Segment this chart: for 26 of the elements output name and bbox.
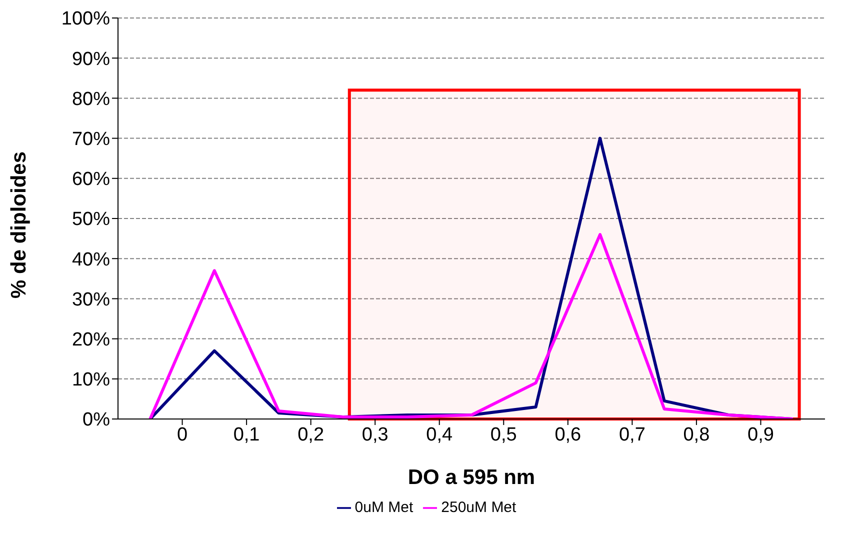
y-axis-title: % de diploides [7, 151, 30, 298]
x-tick-label: 0 [176, 424, 188, 446]
y-tick-label: 60% [72, 169, 110, 190]
y-tick-label: 20% [72, 330, 110, 351]
y-tick-label: 30% [72, 289, 110, 310]
x-tick-label: 0,9 [748, 424, 774, 446]
x-tick-label: 0,6 [554, 424, 582, 446]
x-tick-label: 0,5 [490, 424, 517, 446]
y-tick-label: 70% [72, 129, 110, 150]
x-tick-label: 0,3 [362, 424, 388, 446]
y-tick-label: 90% [72, 48, 110, 70]
legend-label: 0uM Met [354, 499, 414, 516]
y-tick-label: 50% [72, 209, 110, 230]
y-tick-label: 0% [82, 410, 110, 431]
x-tick-label: 0,7 [618, 424, 646, 446]
y-tick-label: 40% [72, 249, 110, 270]
legend-label: 250uM Met [441, 499, 516, 516]
line-series [148, 233, 794, 419]
x-tick-label: 0,4 [426, 424, 453, 446]
x-tick-label: 0,2 [298, 424, 324, 446]
y-tick-label: 100% [61, 8, 110, 30]
x-tick-label: 0,8 [683, 424, 710, 446]
x-tick-label: 0,1 [233, 424, 260, 446]
y-tick-label: 10% [72, 370, 110, 391]
y-tick-label: 80% [72, 88, 110, 110]
x-axis-title: DO a 595 nm [408, 466, 536, 489]
